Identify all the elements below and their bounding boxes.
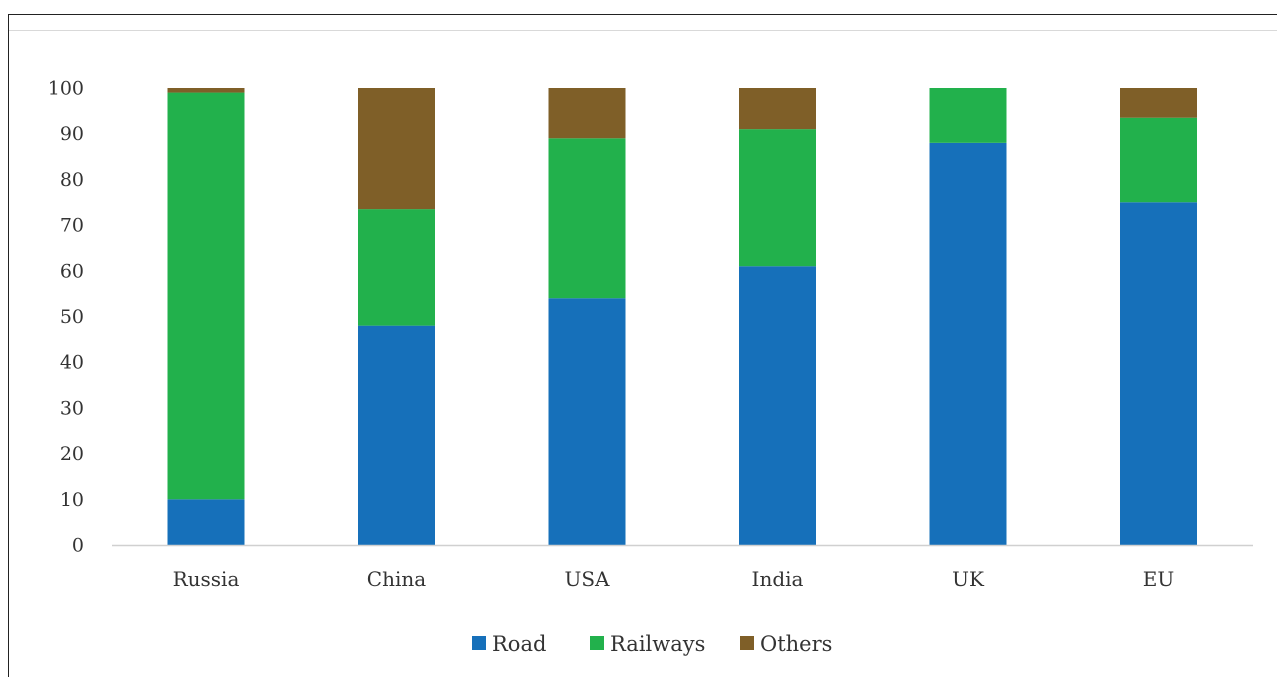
x-category-label: India [752,567,804,591]
x-category-label: China [367,567,426,591]
bar-segment-usa-railways [548,138,626,299]
x-category-label: USA [565,567,611,591]
y-tick-label: 100 [48,78,84,100]
chart-top-divider [9,30,1277,31]
x-category-label: EU [1143,567,1174,591]
y-tick-label: 80 [60,169,84,191]
x-category-label: UK [952,567,985,591]
bar-segment-india-others [739,88,816,130]
legend-label-railways: Railways [610,632,705,656]
bar-segment-eu-railways [1120,117,1197,203]
bar-segment-uk-road [929,142,1007,545]
bar-segment-russia-others [167,88,245,93]
y-tick-label: 70 [60,215,84,237]
legend-swatch-road [472,636,486,650]
bar-segment-china-road [358,325,435,545]
y-tick-label: 10 [60,489,84,511]
bar-segment-russia-road [167,499,245,545]
x-category-label: Russia [173,567,240,591]
y-axis-tick-labels: 0 10 20 30 40 50 60 70 80 90 100 [48,78,84,557]
bars-group [167,88,1197,545]
y-tick-label: 30 [60,397,84,419]
bar-segment-usa-others [548,88,626,139]
legend: Road Railways Others [472,632,832,656]
y-tick-label: 90 [60,123,84,145]
bar-segment-eu-road [1120,202,1197,545]
y-tick-label: 60 [60,260,84,282]
bar-segment-india-road [739,266,816,545]
y-tick-label: 40 [60,352,84,374]
bar-segment-eu-others [1120,88,1197,118]
legend-swatch-others [740,636,754,650]
bar-segment-uk-railways [929,88,1007,143]
legend-label-others: Others [760,632,832,656]
legend-label-road: Road [492,632,546,656]
y-tick-label: 20 [60,443,84,465]
x-axis-category-labels: Russia China USA India UK EU [173,567,1175,591]
bar-segment-china-railways [358,209,435,326]
chart-frame [8,14,1277,677]
bar-segment-usa-road [548,298,626,545]
bar-segment-china-others [358,88,435,210]
y-tick-label: 0 [72,535,84,557]
bar-segment-russia-railways [167,92,245,500]
legend-swatch-railways [590,636,604,650]
y-tick-label: 50 [60,306,84,328]
bar-segment-india-railways [739,129,816,267]
